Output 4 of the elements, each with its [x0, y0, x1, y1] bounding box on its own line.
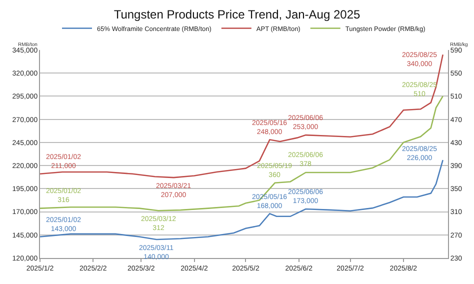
- line-series: [40, 96, 444, 212]
- chart-title: Tungsten Products Price Trend, Jan-Aug 2025: [114, 7, 360, 22]
- line-series: [40, 159, 444, 240]
- line-series: [40, 54, 444, 178]
